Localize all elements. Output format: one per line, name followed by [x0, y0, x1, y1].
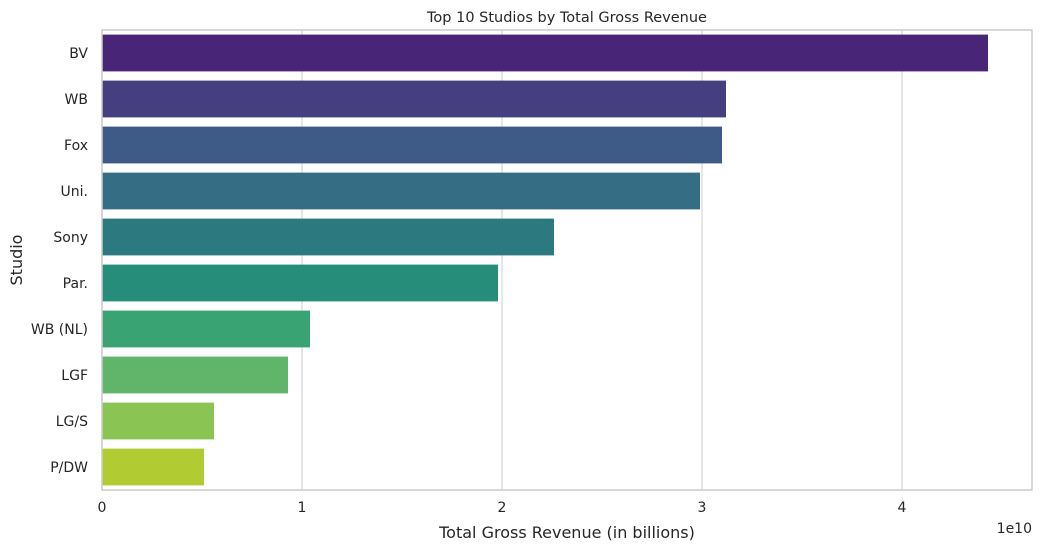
y-tick-label: Uni.: [61, 184, 88, 200]
bar-uni: [102, 172, 700, 210]
x-axis-title: Total Gross Revenue (in billions): [438, 523, 695, 542]
x-tick-label-2: 2: [498, 500, 507, 516]
x-axis-offset-label: 1e10: [997, 521, 1032, 537]
bar-sony: [102, 218, 554, 256]
y-tick-label: Fox: [64, 138, 88, 154]
y-tick-label: P/DW: [50, 460, 88, 476]
y-tick-label: Par.: [63, 276, 88, 292]
y-tick-label: WB: [65, 92, 88, 108]
y-tick-label: LGF: [61, 368, 88, 384]
bars: [102, 34, 988, 486]
bar-wb: [102, 80, 726, 118]
y-tick-label: WB (NL): [31, 322, 88, 338]
bar-bv: [102, 34, 988, 72]
plot-frame: [101, 29, 1033, 491]
bar-par: [102, 264, 498, 302]
bar-lgf: [102, 356, 288, 394]
y-tick-labels: BV WB Fox Uni. Sony Par. WB (NL) LGF LG/S P/DW: [31, 46, 89, 476]
x-tick-label-1: 1: [298, 500, 307, 516]
y-tick-label: Sony: [53, 230, 88, 246]
y-axis-title: Studio: [7, 235, 26, 286]
x-tick-label-0: 0: [98, 500, 107, 516]
bar-fox: [102, 126, 722, 164]
x-tick-label-4: 4: [898, 500, 907, 516]
bar-p-dw: [102, 448, 204, 486]
y-tick-label: LG/S: [56, 414, 88, 430]
chart-title: Top 10 Studios by Total Gross Revenue: [426, 10, 707, 26]
bar-wb-nl: [102, 310, 310, 348]
x-tick-labels: 0 1 2 3 4: [98, 500, 907, 516]
y-tick-label: BV: [69, 46, 88, 62]
x-tick-label-3: 3: [698, 500, 707, 516]
bar-lg-s: [102, 402, 214, 440]
